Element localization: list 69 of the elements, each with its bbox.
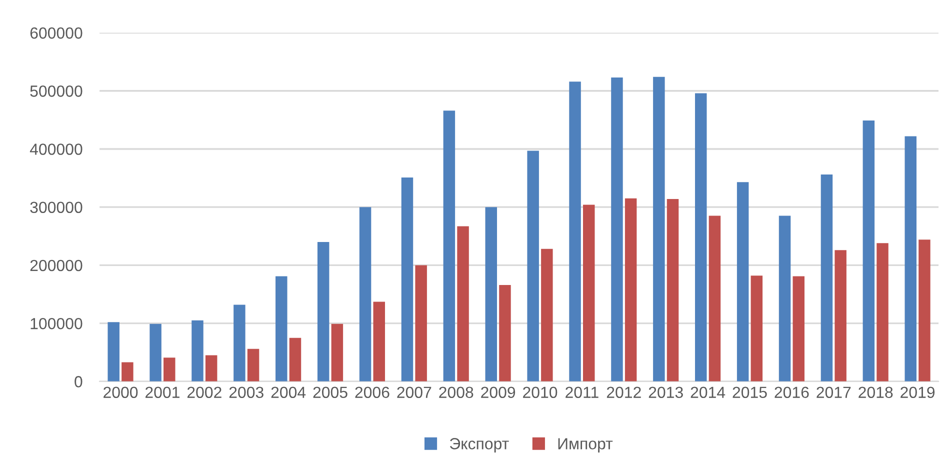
y-tick-label: 300000: [30, 202, 82, 214]
bar: [820, 174, 833, 382]
bar: [373, 302, 386, 382]
x-tick-label: 2019: [900, 386, 935, 398]
bar: [317, 242, 330, 382]
x-tick-label: 2012: [606, 386, 641, 398]
bar: [499, 284, 511, 382]
bar: [415, 265, 427, 382]
bar: [401, 177, 414, 382]
legend-label: Импорт: [558, 438, 613, 453]
x-tick-label: 2015: [732, 386, 767, 398]
bar: [569, 82, 581, 382]
legend-label: Экспорт: [450, 438, 509, 453]
x-tick-label: 2000: [104, 386, 138, 398]
bar: [150, 324, 162, 382]
bar: [359, 207, 372, 382]
bar: [876, 243, 888, 382]
bar: [122, 362, 134, 382]
x-tick-label: 2002: [187, 386, 222, 398]
bar: [247, 348, 260, 382]
bar: [108, 322, 120, 382]
x-tick-label: 2018: [858, 386, 893, 398]
bar: [834, 250, 846, 382]
x-tick-label: 2014: [690, 386, 726, 398]
bar: [234, 304, 246, 382]
bar: [527, 150, 539, 382]
x-tick-label: 2005: [313, 386, 348, 398]
y-tick-label: 500000: [30, 86, 82, 97]
bar: [862, 120, 875, 382]
x-tick-label: 2003: [229, 386, 264, 398]
x-tick-label: 2017: [816, 386, 851, 398]
x-tick-label: 2001: [146, 386, 180, 398]
bar: [666, 198, 679, 382]
x-tick-label: 2006: [355, 386, 390, 398]
bar: [792, 276, 804, 382]
bar: [750, 276, 763, 382]
x-tick-label: 2007: [397, 386, 432, 398]
bar: [331, 324, 344, 382]
bar: [485, 207, 498, 382]
y-tick-label: 100000: [30, 318, 82, 330]
bar: [276, 276, 288, 382]
bar: [205, 355, 218, 382]
bar: [653, 76, 665, 382]
x-tick-label: 2009: [481, 386, 516, 398]
bar: [624, 198, 637, 382]
y-tick-label: 0: [74, 376, 82, 388]
y-tick-label: 600000: [30, 27, 82, 39]
bar: [192, 320, 204, 382]
bar: [541, 248, 553, 382]
x-tick-label: 2010: [523, 386, 558, 398]
bar: [611, 78, 623, 382]
y-tick-label: 400000: [30, 144, 82, 155]
bar: [164, 358, 176, 382]
x-tick-label: 2008: [439, 386, 474, 398]
bar: [904, 136, 916, 382]
bar: [289, 338, 302, 382]
x-tick-label: 2016: [774, 386, 809, 398]
bar: [457, 226, 469, 382]
bar: [695, 93, 707, 382]
bar: [736, 182, 749, 382]
bar: [918, 240, 930, 382]
x-tick-label: 2013: [648, 386, 683, 398]
x-tick-label: 2011: [566, 386, 598, 398]
bar: [708, 216, 721, 382]
x-tick-label: 2004: [271, 386, 306, 398]
y-tick-label: 200000: [30, 260, 82, 272]
bar: [778, 216, 791, 382]
bar: [583, 204, 595, 382]
bar: [443, 110, 456, 382]
